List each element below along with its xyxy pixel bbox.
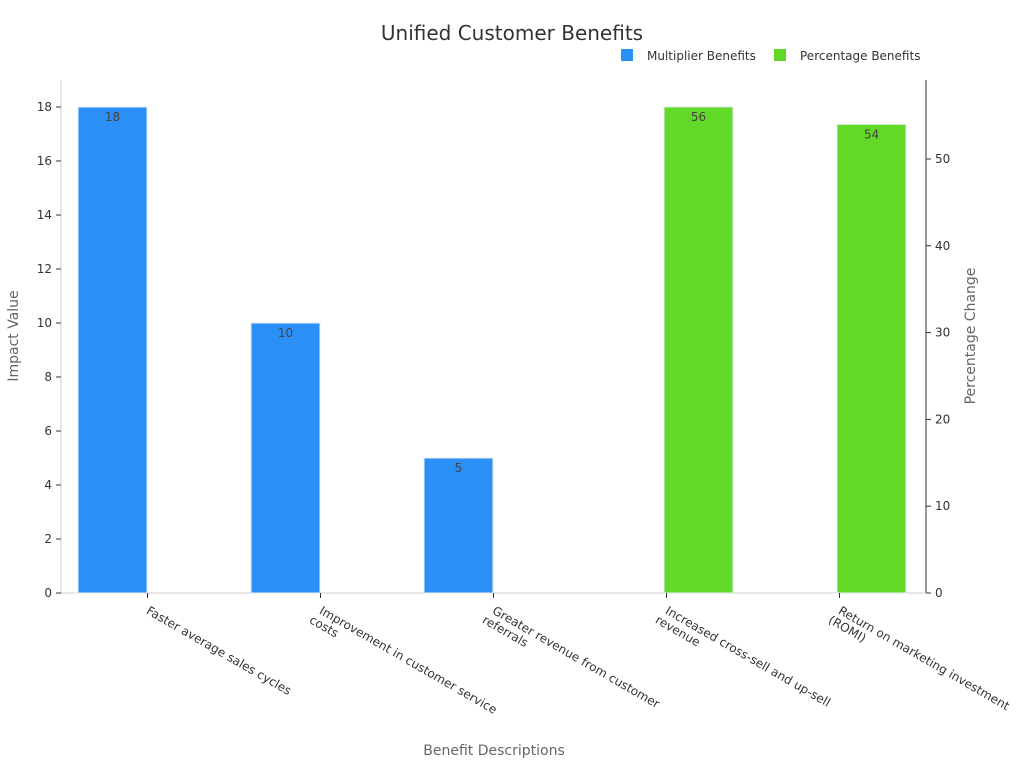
y-left-tick-label: 10: [37, 316, 52, 330]
bar-value-label: 10: [278, 326, 293, 340]
y-right-tick-label: 0: [935, 586, 943, 600]
x-tick-label-line: Improvement in customer service: [317, 603, 499, 716]
y-left-tick-label: 14: [37, 208, 52, 222]
x-tick-label: Faster average sales cycles: [144, 603, 294, 698]
chart-title: Unified Customer Benefits: [381, 21, 643, 45]
x-tick-label: Return on marketing investment(ROMI): [826, 601, 1012, 724]
x-axis-title: Benefit Descriptions: [423, 743, 565, 759]
y-left-tick-label: 0: [44, 586, 52, 600]
y-right-tick-label: 50: [935, 152, 950, 166]
legend-label-percentage: Percentage Benefits: [800, 49, 920, 63]
y-axis-left-title: Impact Value: [6, 290, 22, 381]
legend-label-multiplier: Multiplier Benefits: [647, 49, 756, 63]
x-tick-label-line: Increased cross-sell and up-sell: [663, 603, 833, 709]
plot-area: 0 2 4 6 8 10 12 14 16 18 0 10 20 30 40 50 18 Faster avera…: [37, 80, 1012, 728]
bar: [250, 322, 321, 594]
x-tick-label-line: Return on marketing investment: [836, 603, 1012, 713]
x-tick-label: Improvement in customer servicecosts: [307, 601, 499, 728]
y-left-tick-label: 4: [44, 478, 52, 492]
y-right-tick-label: 40: [935, 239, 950, 253]
bar-value-label: 54: [864, 127, 879, 141]
y-left-tick-label: 2: [44, 532, 52, 546]
y-left-tick-label: 12: [37, 262, 52, 276]
legend-swatch-percentage: [774, 49, 786, 61]
y-left-tick-label: 18: [37, 100, 52, 114]
bar-value-label: 18: [105, 110, 120, 124]
bar: [836, 123, 907, 594]
bar: [663, 106, 734, 594]
y-right-tick-label: 20: [935, 412, 950, 426]
bar: [423, 457, 494, 594]
bar: [77, 106, 148, 594]
x-tick-label: Increased cross-sell and up-sellrevenue: [653, 601, 833, 720]
legend: Multiplier Benefits Percentage Benefits: [621, 49, 920, 63]
x-tick-label-line: Faster average sales cycles: [144, 603, 294, 698]
y-right-tick-label: 10: [935, 499, 950, 513]
x-tick-label: Greater revenue from customerreferrals: [480, 601, 662, 722]
y-left-tick-label: 8: [44, 370, 52, 384]
bar-value-label: 5: [455, 461, 463, 475]
y-left-tick-label: 16: [37, 154, 52, 168]
x-tick-label-line: Greater revenue from customer: [490, 603, 662, 711]
y-left-tick-label: 6: [44, 424, 52, 438]
y-axis-right-title: Percentage Change: [963, 268, 979, 405]
y-right-tick-label: 30: [935, 326, 950, 340]
legend-swatch-multiplier: [621, 49, 633, 61]
bar-value-label: 56: [691, 110, 706, 124]
